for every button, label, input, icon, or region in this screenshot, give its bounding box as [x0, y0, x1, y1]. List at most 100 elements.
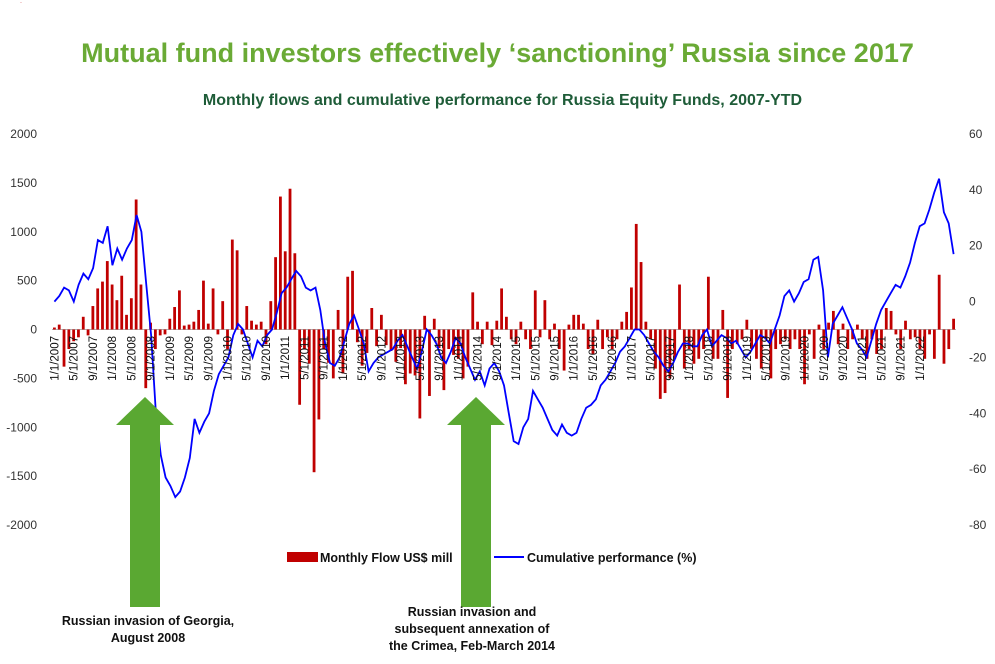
x-tick-label: 1/1/2011	[280, 336, 292, 380]
flow-bar	[904, 320, 907, 330]
flow-bar	[817, 324, 821, 330]
flow-bar	[783, 329, 787, 340]
flow-bar	[702, 329, 705, 350]
flow-bar	[399, 329, 403, 349]
flow-bar	[630, 287, 633, 330]
x-tick-label: 1/1/2008	[107, 336, 119, 381]
flow-bar	[72, 329, 76, 342]
x-tick-label: 1/1/2012	[338, 336, 350, 381]
flow-bar	[447, 329, 451, 350]
flow-bar	[798, 329, 802, 350]
flow-bar	[505, 316, 508, 330]
flow-bar	[115, 300, 119, 330]
flow-bar	[553, 323, 556, 330]
x-tick-label: 5/1/2014	[473, 335, 485, 380]
flow-bar	[875, 329, 879, 354]
flow-bar	[524, 329, 528, 340]
left-axis: 2000 1500 1000 500 0 -500 -1000 -1500 -2000	[6, 127, 37, 532]
flow-bar	[880, 329, 883, 350]
flow-bar	[788, 329, 792, 350]
flow-bar	[649, 329, 653, 340]
x-tick-label: 9/1/2011	[319, 336, 331, 380]
left-tick-label: 0	[30, 323, 37, 337]
flow-bar	[298, 329, 302, 405]
flow-bar	[856, 324, 859, 330]
flow-bar	[812, 329, 816, 359]
flow-bar	[423, 315, 427, 330]
x-tick-label: 5/1/2012	[357, 336, 369, 381]
flow-bar	[495, 320, 499, 330]
flow-bar	[827, 322, 830, 330]
flow-bar	[456, 329, 460, 359]
x-axis-labels: 1/1/2007 5/1/2007 9/1/2007 1/1/2008 5/1/2008…	[49, 335, 927, 380]
flow-bar	[197, 309, 201, 330]
flow-bar	[428, 329, 431, 396]
flow-bar	[307, 329, 311, 364]
left-tick-label: -2000	[6, 518, 37, 532]
right-axis: 60 40 20 0 -20 -40 -60 -80	[969, 127, 987, 532]
flow-bar	[129, 298, 133, 330]
x-tick-label: 1/1/2017	[626, 336, 638, 381]
x-tick-label: 9/1/2018	[723, 336, 735, 381]
flow-bar	[346, 276, 350, 330]
x-tick-label: 9/1/2014	[492, 335, 504, 380]
flow-bar	[779, 329, 782, 345]
flow-bar	[178, 290, 181, 330]
flow-bar	[288, 188, 292, 330]
flow-bar	[101, 281, 104, 330]
x-tick-label: 5/1/2021	[877, 336, 889, 381]
flow-bar	[625, 311, 629, 330]
flow-bar	[216, 329, 220, 335]
flow-bar	[274, 257, 277, 330]
x-tick-label: 5/1/2013	[415, 336, 427, 381]
flow-bar	[803, 329, 806, 385]
left-tick-label: 1500	[10, 176, 37, 190]
x-tick-label: 5/1/2019	[761, 336, 773, 381]
x-tick-label: 9/1/2016	[607, 336, 619, 381]
flow-bar	[731, 329, 734, 350]
x-tick-label: 5/1/2011	[299, 336, 311, 380]
flow-bar	[341, 329, 345, 374]
x-tick-label: 5/1/2017	[646, 336, 658, 381]
x-tick-label: 9/1/2013	[434, 336, 446, 381]
flow-bar	[226, 329, 229, 350]
right-tick-label: 20	[969, 239, 983, 253]
flow-bar	[351, 270, 354, 330]
flow-bar	[110, 284, 114, 330]
x-tick-label: 9/1/2019	[780, 336, 792, 381]
x-tick-label: 9/1/2009	[203, 336, 215, 381]
right-tick-label: -40	[969, 406, 987, 420]
flow-bar	[86, 329, 90, 336]
flow-bar	[413, 329, 417, 376]
flow-bar	[807, 329, 811, 335]
flow-bar	[77, 329, 80, 338]
flow-bar	[62, 329, 66, 367]
flow-bar	[577, 314, 580, 330]
flow-bar	[870, 329, 874, 340]
flow-bar	[245, 306, 249, 330]
flow-bar	[668, 329, 672, 379]
flow-bar	[928, 329, 931, 335]
chart-subtitle: Monthly flows and cumulative performance…	[202, 92, 803, 109]
flow-bar	[461, 329, 465, 379]
flow-bar	[548, 329, 552, 340]
flow-bar	[745, 319, 749, 330]
flow-bar	[899, 329, 903, 350]
flow-bar	[562, 329, 566, 371]
x-tick-label: 1/1/2009	[165, 336, 177, 381]
flow-bar	[774, 329, 778, 350]
flow-bar	[480, 329, 484, 345]
x-tick-label: 5/1/2016	[588, 336, 600, 381]
x-tick-label: 9/1/2020	[838, 336, 850, 381]
x-tick-label: 5/1/2009	[184, 336, 196, 381]
flow-bar	[721, 309, 725, 330]
legend-bar-swatch	[287, 552, 318, 562]
right-tick-label: -80	[969, 518, 987, 532]
x-tick-label: 5/1/2020	[819, 336, 831, 381]
x-tick-label: 1/1/2007	[49, 336, 61, 381]
flow-bar	[673, 329, 677, 359]
flow-bar	[726, 329, 729, 398]
flow-bar	[303, 329, 306, 350]
right-tick-label: 60	[969, 127, 983, 141]
